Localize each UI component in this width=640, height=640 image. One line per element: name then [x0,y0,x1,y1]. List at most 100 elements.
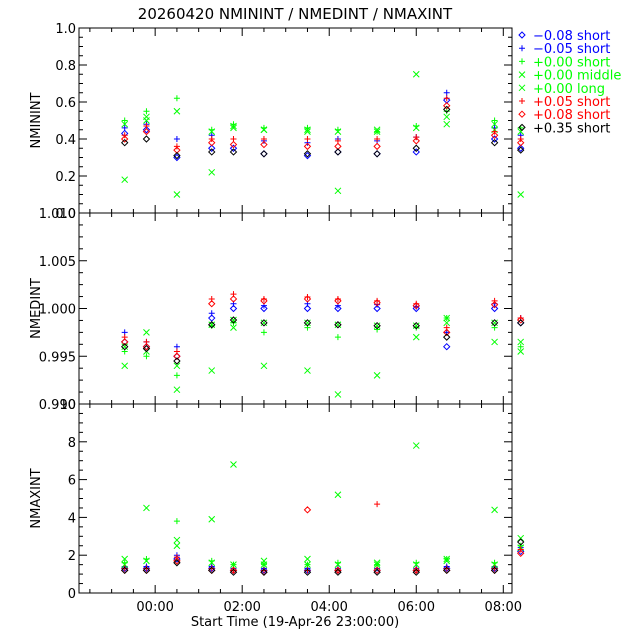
data-point [334,334,341,341]
data-point [229,568,238,576]
data-point [230,461,237,468]
data-point [516,146,525,154]
y-tick-label: 0.995 [39,350,76,365]
data-point [491,506,498,514]
x-tick-label: 06:00 [398,600,435,615]
data-point [173,557,181,565]
data-point [443,333,451,341]
data-point [516,547,525,556]
data-point [173,136,180,142]
data-point [443,555,451,563]
data-point [412,561,420,569]
data-point [120,138,129,147]
data-point [491,297,498,304]
data-point [334,304,342,313]
data-point [173,362,181,370]
chart-title: 20260420 NMININT / NMEDINT / NMAXINT [138,5,453,23]
data-point [260,150,268,158]
data-point [517,191,525,198]
data-point [490,300,499,309]
data-point [412,70,420,78]
data-point [120,135,129,143]
data-point [260,304,268,313]
data-point [373,568,381,576]
data-point [120,342,129,351]
data-point [260,568,268,576]
data-point [260,567,267,574]
data-point [491,338,498,346]
legend-marker [519,45,525,52]
data-point [303,150,312,158]
data-point [413,567,420,574]
data-point [120,338,129,346]
data-point [412,333,420,341]
data-point [374,326,381,333]
data-point [303,568,312,576]
data-point [374,297,381,304]
y-axis-label: NMININT [29,92,44,148]
data-point [516,319,525,327]
y-tick-label: 0 [68,587,76,602]
data-point [230,316,237,324]
data-point [517,546,524,553]
data-point [443,105,451,114]
series-+0.35 short [120,105,525,160]
data-point [374,136,381,142]
data-point [208,148,216,156]
data-point [516,138,525,147]
data-point [208,559,216,567]
data-point [303,304,312,313]
data-point [173,386,181,394]
data-point [121,117,128,124]
y-tick-label: 0.8 [55,59,76,74]
data-point [373,128,381,135]
data-point [373,322,381,330]
data-point [412,304,420,313]
data-point [229,140,238,149]
data-point [229,295,238,303]
series-+0.08 short [120,295,525,360]
data-point [334,187,342,195]
data-point [334,295,341,302]
data-point [143,504,150,512]
data-point [443,89,450,96]
data-point [260,561,268,569]
data-point [303,319,312,327]
series-+0.00 long [121,316,525,370]
data-point [173,555,181,563]
data-point [443,342,451,351]
y-tick-label: 1.000 [39,303,76,318]
data-point [142,135,151,143]
data-point [304,136,311,142]
data-point [443,120,451,128]
data-point [373,561,381,569]
data-point [121,343,129,351]
data-point [517,348,525,355]
data-point [373,566,381,575]
data-point [373,142,381,151]
data-point [516,144,525,152]
data-point [443,566,451,575]
data-point [490,135,499,143]
data-point [334,491,342,499]
x-axis: 00:00 02:00 04:00 06:00 08:00 [136,600,522,615]
data-point [208,138,216,147]
data-point [412,124,420,132]
data-point [334,566,342,575]
data-point [373,321,381,330]
data-point [490,566,499,575]
data-point [143,557,150,565]
data-point [208,300,216,308]
data-point [260,295,267,302]
data-point [491,565,498,572]
data-point [230,324,237,331]
data-point [208,321,216,329]
legend-label: +0.35 short [533,121,610,136]
y-tick-label: 0.2 [55,170,76,185]
data-point [517,338,525,346]
data-point [334,128,342,135]
data-point [229,144,238,152]
data-point [304,567,311,574]
y-tick-label: 4 [68,511,76,526]
legend-label: +0.00 middle [533,69,621,84]
